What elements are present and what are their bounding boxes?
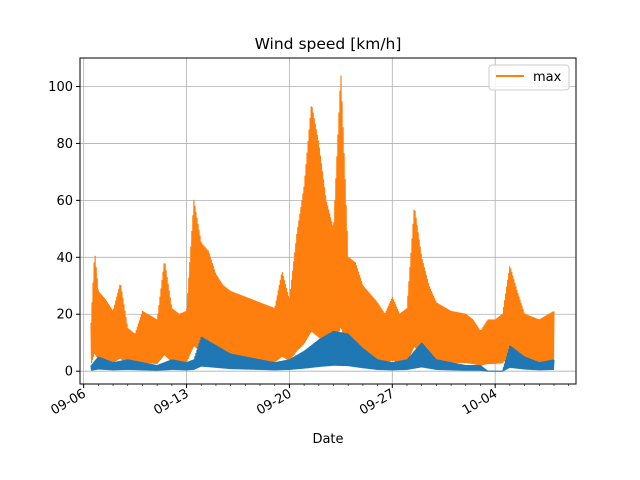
x-tick-label: 09-27 bbox=[357, 386, 397, 418]
chart-title: Wind speed [km/h] bbox=[255, 35, 402, 53]
x-tick-label: 10-04 bbox=[460, 386, 500, 418]
y-tick-label: 40 bbox=[56, 251, 73, 266]
legend-box bbox=[488, 64, 570, 91]
y-tick-label: 100 bbox=[48, 80, 73, 95]
x-axis-label: Date bbox=[312, 432, 343, 447]
x-tick-label: 09-13 bbox=[151, 386, 191, 418]
y-tick-label: 80 bbox=[56, 137, 73, 152]
y-tick-label: 0 bbox=[65, 365, 73, 380]
series-line-base bbox=[90, 330, 555, 372]
legend-entry-max: max bbox=[533, 70, 562, 85]
x-tick-label: 09-06 bbox=[48, 386, 88, 418]
y-axis: 0 20 40 60 80 100 bbox=[48, 80, 80, 380]
y-tick-label: 20 bbox=[56, 308, 73, 323]
x-axis: 09-06 09-13 09-20 09-27 10-04 bbox=[48, 384, 569, 418]
series-line-max bbox=[90, 75, 555, 367]
series-layer bbox=[90, 75, 555, 372]
legend: max bbox=[488, 64, 570, 91]
y-tick-label: 60 bbox=[56, 194, 73, 209]
x-tick-label: 09-20 bbox=[254, 386, 294, 418]
plot-frame bbox=[79, 57, 577, 385]
